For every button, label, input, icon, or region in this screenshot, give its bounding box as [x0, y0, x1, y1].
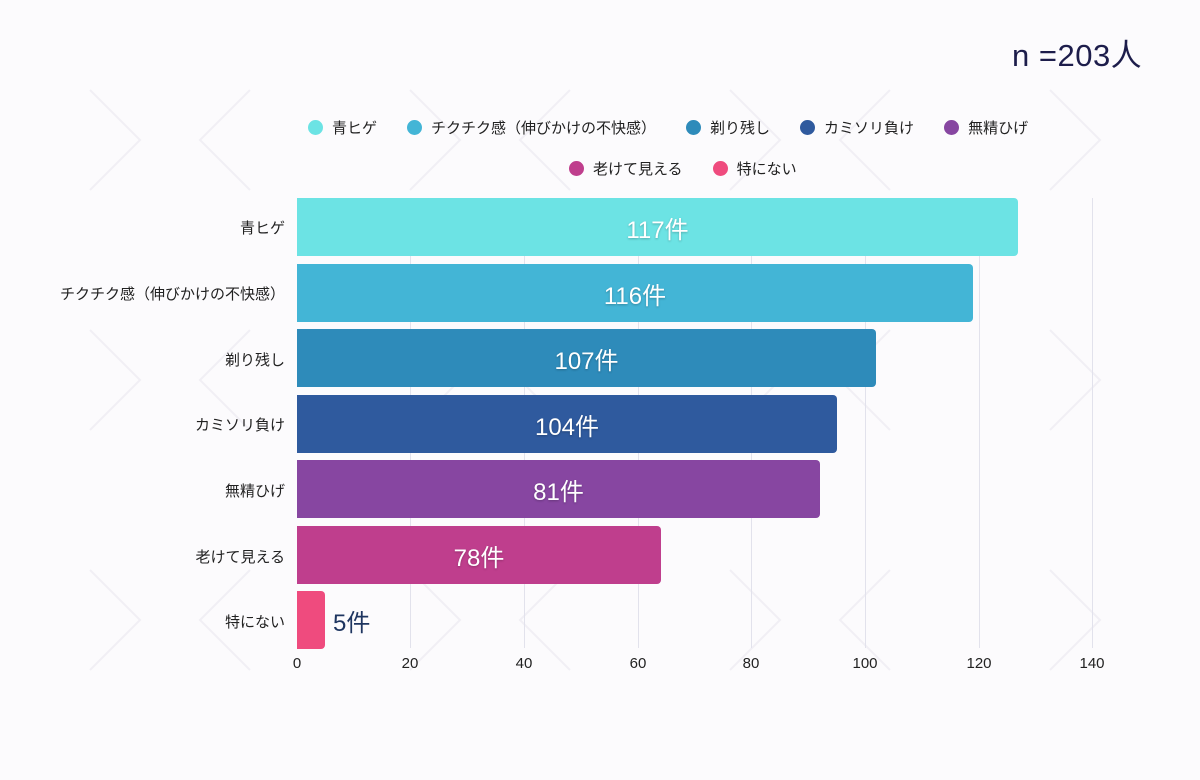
legend-dot-icon: [712, 161, 728, 176]
legend-dot-icon: [308, 120, 323, 135]
legend-dot-icon: [407, 120, 423, 135]
legend-row-2: 老けて見える 特にない: [569, 158, 827, 179]
bar-value-label: 78件: [453, 544, 505, 572]
x-tick-label: 20: [401, 655, 419, 672]
category-label: 青ヒゲ: [239, 219, 285, 237]
bar-none[interactable]: 5件: [297, 591, 370, 649]
plot-area: 117件 116件 107件 104件 81件 78件 5件: [297, 198, 1093, 649]
x-tick-label: 0: [292, 655, 302, 672]
sample-size-label: n =203人: [1012, 38, 1143, 73]
bar-value-label: 116件: [603, 282, 667, 310]
legend-item-blue-beard[interactable]: 青ヒゲ: [308, 117, 377, 138]
legend-dot-icon: [944, 120, 960, 135]
bar-value-label: 81件: [533, 478, 584, 506]
legend-item-look-older[interactable]: 老けて見える: [569, 158, 683, 179]
category-label: 老けて見える: [195, 548, 285, 566]
bar-value-label: 107件: [554, 347, 619, 375]
bar-missed-spots[interactable]: 107件: [297, 329, 876, 387]
bar-stubble[interactable]: 81件: [297, 460, 820, 518]
category-label: チクチク感（伸びかけの不快感）: [59, 285, 285, 303]
bar-blue-beard[interactable]: 117件: [297, 198, 1018, 256]
legend-label: 特にない: [736, 160, 797, 178]
legend-dot-icon: [569, 161, 584, 176]
x-tick-label: 60: [629, 655, 647, 672]
category-label: 特にない: [224, 613, 285, 631]
legend-item-none[interactable]: 特にない: [712, 158, 797, 179]
gridline: [1092, 198, 1093, 648]
legend-dot-icon: [800, 120, 816, 135]
legend-label: カミソリ負け: [824, 119, 915, 137]
x-tick-label: 140: [1079, 655, 1105, 672]
legend-label: 無精ひげ: [968, 119, 1029, 137]
legend-item-stubble[interactable]: 無精ひげ: [944, 117, 1028, 138]
legend-label: 老けて見える: [593, 160, 683, 178]
legend-item-prickly[interactable]: チクチク感（伸びかけの不快感）: [407, 117, 656, 138]
gridline: [865, 198, 866, 648]
legend-item-missed-spots[interactable]: 剃り残し: [686, 117, 770, 138]
x-tick-label: 80: [742, 655, 760, 672]
category-label: カミソリ負け: [194, 416, 285, 434]
legend-label: 剃り残し: [710, 119, 771, 137]
legend-label: チクチク感（伸びかけの不快感）: [431, 119, 657, 137]
x-tick-label: 40: [515, 655, 533, 672]
bar-value-label: 104件: [534, 413, 600, 441]
gridline: [979, 198, 980, 648]
category-label: 剃り残し: [224, 351, 285, 369]
legend-row-1: 青ヒゲ チクチク感（伸びかけの不快感） 剃り残し カミソリ負け 無精ひげ: [308, 117, 1058, 138]
bar-razor-burn[interactable]: 104件: [297, 395, 837, 453]
legend-dot-icon: [686, 120, 702, 135]
bar-value-label: 117件: [626, 216, 689, 244]
legend-item-razor-burn[interactable]: カミソリ負け: [800, 117, 914, 138]
category-label: 無精ひげ: [224, 482, 285, 500]
bar-prickly[interactable]: 116件: [297, 264, 973, 322]
bar-look-older[interactable]: 78件: [297, 526, 661, 584]
bar-value-label: 5件: [333, 609, 371, 637]
legend-label: 青ヒゲ: [332, 119, 378, 137]
x-tick-label: 100: [852, 655, 878, 672]
x-tick-label: 120: [966, 655, 992, 672]
